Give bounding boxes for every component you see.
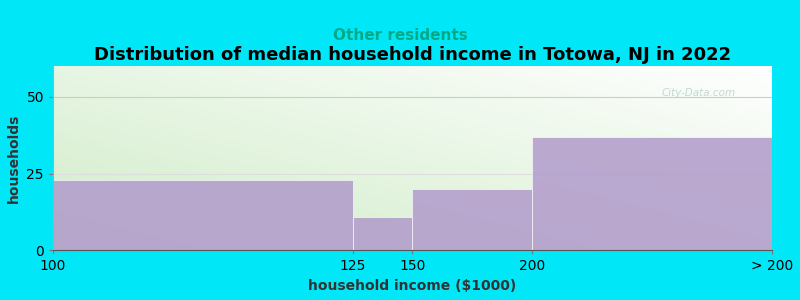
Text: City-Data.com: City-Data.com <box>662 88 736 98</box>
X-axis label: household income ($1000): household income ($1000) <box>308 279 517 293</box>
Title: Distribution of median household income in Totowa, NJ in 2022: Distribution of median household income … <box>94 46 731 64</box>
Text: Other residents: Other residents <box>333 28 467 44</box>
Y-axis label: households: households <box>7 113 21 203</box>
Bar <box>353 217 413 250</box>
Bar <box>532 137 772 250</box>
Bar <box>53 180 353 250</box>
Bar <box>413 189 532 250</box>
